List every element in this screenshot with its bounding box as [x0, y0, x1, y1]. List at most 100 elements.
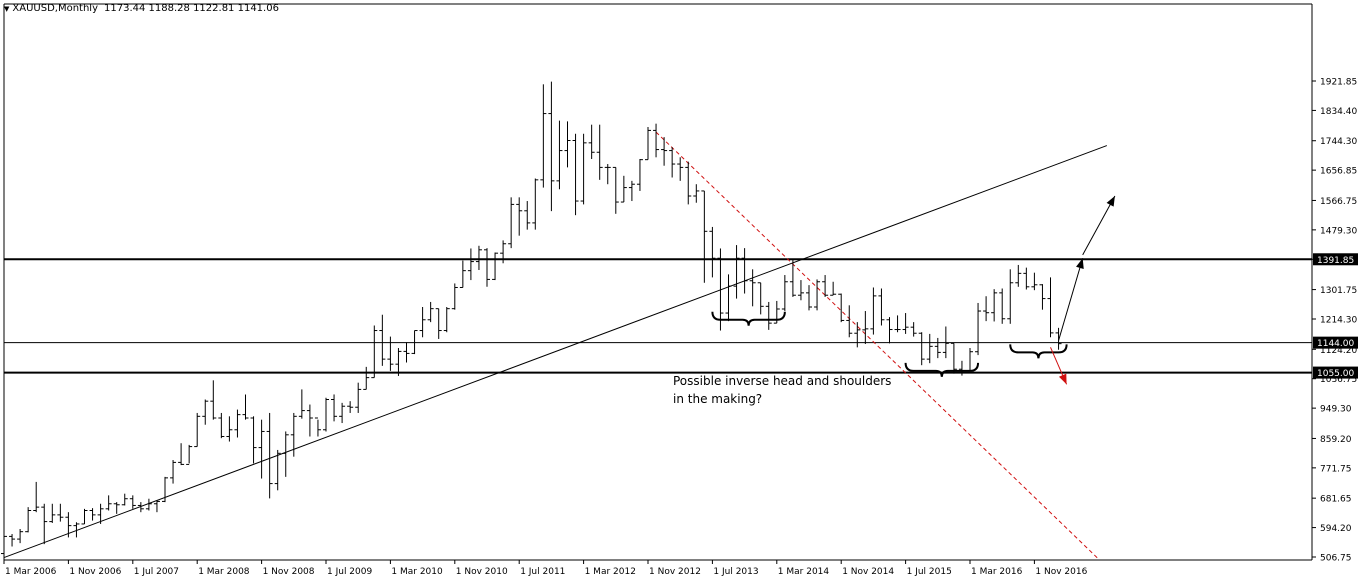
ohlc-bar [596, 124, 603, 180]
price-labels: 1391.85 1144.00 1055.00 [1313, 253, 1358, 379]
ohlc-bar [226, 416, 233, 442]
y-tick-label: 1124.20 [1320, 346, 1357, 356]
ohlc-bar [1039, 284, 1046, 310]
ohlc-bar [717, 248, 724, 331]
brace[interactable] [711, 311, 786, 326]
x-tick-label: 1 Mar 2010 [391, 567, 443, 577]
x-tick-label: 1 Mar 2016 [971, 567, 1023, 577]
ohlc-bar [1007, 269, 1014, 324]
ohlc-bar [371, 325, 378, 379]
ohlc-bar [323, 397, 329, 432]
ohlc-bar [242, 394, 249, 420]
ohlc-bar [653, 123, 660, 158]
ohlc-bars [1, 81, 1062, 556]
ohlc-bar [1055, 327, 1062, 350]
ohlc-bar [983, 296, 990, 322]
y-tick-label: 1479.30 [1320, 226, 1357, 236]
dashed-trendline[interactable] [655, 131, 1100, 560]
ohlc-bar [194, 412, 201, 448]
ohlc-bar [9, 534, 16, 547]
price-label-text: 1391.85 [1317, 256, 1354, 266]
ohlc-bar [1031, 272, 1038, 291]
brace[interactable] [904, 362, 980, 377]
ohlc-bar [967, 348, 973, 372]
x-tick-label: 1 Nov 2016 [1035, 567, 1087, 577]
ohlc-bar [387, 336, 394, 371]
ohlc-bar [822, 275, 829, 297]
ohlc-bar [532, 178, 539, 230]
x-tick-label: 1 Mar 2006 [5, 567, 57, 577]
ohlc-bar [548, 81, 555, 212]
ohlc-bar [709, 226, 716, 278]
arrow[interactable] [1050, 347, 1068, 385]
ohlc-bar [178, 443, 185, 466]
ohlc-bar [661, 137, 668, 166]
ohlc-bar [314, 417, 321, 437]
ohlc-bar [725, 274, 732, 322]
arrow[interactable] [1082, 195, 1116, 256]
x-tick-label: 1 Mar 2008 [198, 567, 250, 577]
collapse-triangle-icon[interactable]: ▼ [4, 5, 10, 13]
ohlc-bar [451, 283, 458, 310]
x-tick-label: 1 Jul 2007 [134, 567, 179, 577]
ohlc-bar [347, 401, 354, 413]
x-tick-label: 1 Nov 2006 [69, 567, 121, 577]
ohlc-bar [765, 301, 772, 330]
ohlc-bar [878, 288, 885, 326]
ohlc-bar [186, 444, 193, 465]
ohlc-bar [781, 275, 788, 312]
ohlc-bar [540, 84, 547, 188]
ohlc-bar [508, 197, 515, 249]
x-tick-label: 1 Jul 2011 [520, 567, 565, 577]
ohlc-bar [210, 380, 217, 420]
ohlc-bar [733, 245, 740, 299]
ohlc-bar [564, 121, 571, 168]
ohlc-bar [636, 158, 643, 191]
ohlc-bar [331, 394, 338, 422]
ohlc-bar [926, 333, 933, 364]
ohlc-bar [604, 164, 611, 185]
ohlc-bar [950, 342, 957, 374]
y-tick-label: 681.65 [1320, 495, 1352, 505]
price-label-text: 1144.00 [1317, 339, 1354, 349]
ohlc-bar [73, 522, 80, 538]
ohlc-bar [854, 322, 861, 348]
ohlc-readout: 1173.44 1188.28 1122.81 1141.06 [104, 3, 279, 14]
ohlc-bar [516, 197, 523, 236]
ohlc-bar [645, 127, 651, 161]
ohlc-bar [113, 502, 120, 514]
chart-header: ▼ XAUUSD,Monthly 1173.44 1188.28 1122.81 1… [4, 3, 279, 14]
price-label-box: 1055.00 [1313, 366, 1358, 379]
y-tick-label: 859.20 [1320, 435, 1352, 445]
y-tick-label: 771.75 [1320, 464, 1352, 474]
ohlc-bar [274, 449, 281, 491]
ohlc-bar [894, 315, 901, 333]
ohlc-bar [379, 314, 386, 366]
ohlc-bar [25, 507, 32, 533]
price-label-box: 1391.85 [1313, 253, 1358, 266]
ohlc-bar [443, 306, 450, 333]
y-tick-label: 1656.85 [1320, 167, 1357, 177]
ohlc-bar [934, 337, 941, 359]
ohlc-bar [218, 412, 225, 439]
ohlc-bar [556, 120, 563, 190]
ohlc-bar [81, 508, 88, 525]
y-tick-label: 1566.75 [1320, 197, 1357, 207]
ohlc-bar [33, 481, 40, 513]
arrow[interactable] [1058, 258, 1084, 341]
ohlc-bar [693, 184, 700, 203]
ohlc-bar [266, 412, 273, 499]
ohlc-bar [170, 460, 177, 484]
x-tick-label: 1 Nov 2012 [649, 567, 701, 577]
x-tick-label: 1 Mar 2014 [778, 567, 830, 577]
ohlc-bar [620, 175, 627, 203]
ohlc-bar [789, 259, 796, 297]
ohlc-bar [290, 412, 297, 457]
ohlc-bar [137, 502, 144, 513]
ohlc-bar [282, 431, 289, 477]
ohlc-bar [435, 308, 442, 339]
trendline[interactable] [3, 145, 1108, 559]
horizontal-levels [4, 258, 1312, 374]
x-tick-label: 1 Jul 2013 [713, 567, 758, 577]
